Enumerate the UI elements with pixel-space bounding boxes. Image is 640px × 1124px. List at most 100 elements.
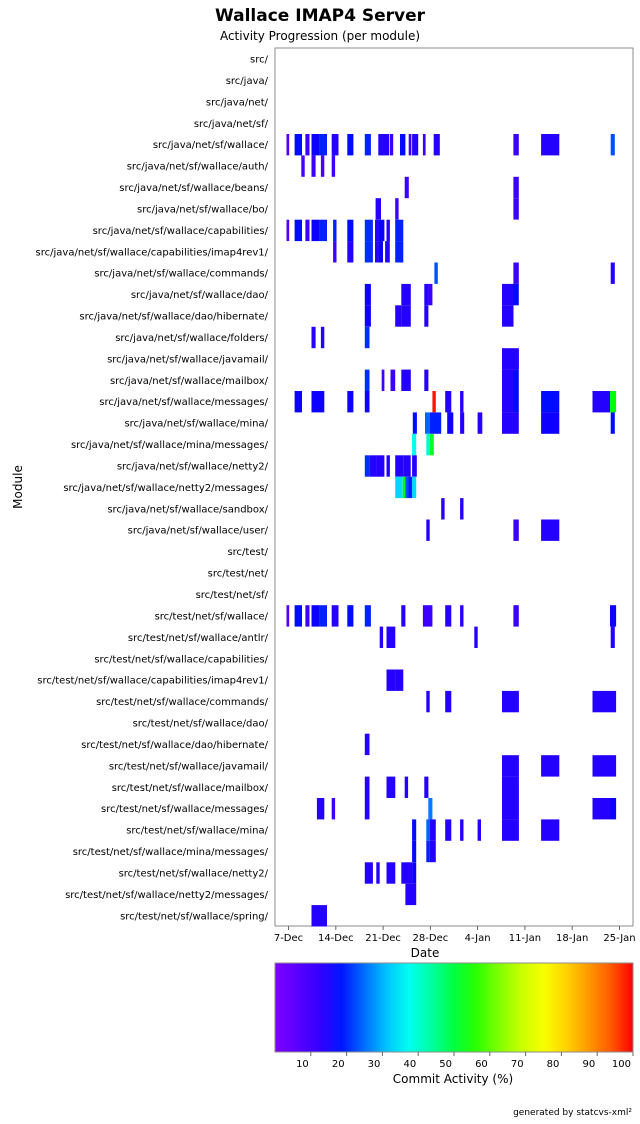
- activity-cell: [395, 219, 404, 242]
- module-label: src/java/net/sf/wallace/mailbox/: [110, 376, 269, 387]
- activity-cell: [401, 862, 413, 884]
- activity-cell: [610, 262, 615, 284]
- module-label: src/test/net/sf/wallace/capabilities/ima…: [37, 676, 268, 687]
- activity-cell: [386, 455, 390, 477]
- activity-cell: [541, 819, 560, 841]
- activity-cell: [379, 626, 384, 648]
- colorbar: [274, 962, 634, 1053]
- activity-cell: [541, 755, 560, 777]
- activity-cell: [422, 605, 433, 627]
- module-label: src/java/net/sf/wallace/capabilities/ima…: [36, 247, 269, 258]
- activity-cell: [316, 798, 325, 820]
- module-label: src/test/net/sf/wallace/mailbox/: [112, 783, 269, 794]
- activity-cell: [395, 241, 404, 263]
- activity-cell: [364, 776, 370, 798]
- activity-cell: [412, 476, 417, 499]
- activity-cell: [386, 669, 396, 691]
- activity-cell: [424, 776, 429, 798]
- colorbar-tick-label: 50: [439, 1059, 452, 1070]
- activity-cell: [403, 455, 411, 477]
- module-label: src/test/net/sf/wallace/javamail/: [109, 761, 269, 772]
- activity-cell: [404, 176, 409, 199]
- chart-subtitle: Activity Progression (per module): [220, 29, 420, 43]
- activity-cell: [311, 391, 316, 413]
- activity-cell: [347, 391, 354, 413]
- activity-cell: [460, 412, 465, 434]
- activity-cell: [315, 391, 325, 413]
- module-label: src/test/net/sf/wallace/messages/: [101, 804, 269, 815]
- activity-cell: [408, 476, 413, 499]
- module-label: src/java/net/sf/wallace/user/: [128, 526, 269, 537]
- activity-cell: [426, 519, 430, 541]
- activity-cell: [286, 605, 290, 627]
- activity-cell: [386, 862, 396, 884]
- module-label: src/test/net/sf/wallace/mina/messages/: [73, 847, 269, 858]
- y-axis-title: Module: [11, 465, 25, 509]
- activity-cell: [447, 412, 454, 434]
- activity-cell: [364, 798, 370, 820]
- activity-cell: [513, 176, 519, 199]
- colorbar-tick-label: 90: [582, 1059, 595, 1070]
- activity-cell: [541, 391, 560, 413]
- activity-cell: [460, 498, 464, 520]
- activity-cell: [502, 755, 519, 777]
- colorbar-ticks: 10 20 30 40 50 60 70 80 90 100: [296, 1052, 634, 1070]
- activity-cell: [375, 241, 379, 263]
- module-label: src/test/net/sf/wallace/commands/: [96, 697, 269, 708]
- activity-cell: [610, 391, 617, 413]
- activity-cell: [502, 798, 519, 820]
- activity-cell: [381, 369, 385, 391]
- module-label: src/java/net/sf/wallace/auth/: [127, 162, 269, 173]
- activity-cell: [513, 391, 519, 413]
- activity-cell: [390, 369, 396, 391]
- activity-cell: [412, 862, 417, 884]
- activity-cell: [433, 134, 440, 156]
- activity-cell: [286, 134, 290, 156]
- module-label: src/java/net/sf/wallace/beans/: [119, 183, 268, 194]
- activity-cell: [311, 605, 320, 627]
- activity-cell: [311, 326, 316, 349]
- heatmap-cells: [286, 134, 617, 927]
- activity-cell: [395, 669, 404, 691]
- activity-cell: [412, 840, 417, 863]
- activity-cell: [460, 391, 464, 413]
- activity-cell: [502, 369, 514, 391]
- activity-cell: [502, 283, 514, 306]
- activity-cell: [513, 198, 519, 220]
- module-label: src/test/net/sf/wallace/dao/hibernate/: [81, 740, 268, 751]
- activity-cell: [376, 455, 385, 477]
- activity-cell: [502, 690, 519, 713]
- activity-cell: [513, 519, 519, 541]
- x-tick-label: 21-Dec: [365, 933, 401, 944]
- activity-cell: [513, 134, 519, 156]
- activity-cell: [320, 326, 325, 349]
- activity-cell: [428, 798, 433, 820]
- activity-cell: [331, 134, 339, 156]
- activity-cell: [375, 219, 379, 242]
- activity-cell: [386, 219, 390, 242]
- module-label: src/java/net/sf/wallace/sandbox/: [107, 504, 268, 515]
- activity-cell: [369, 455, 377, 477]
- module-label: src/java/net/: [206, 97, 269, 108]
- activity-cell: [319, 605, 327, 627]
- activity-cell: [378, 134, 390, 156]
- activity-cell: [401, 305, 411, 327]
- activity-cell: [333, 241, 337, 263]
- activity-cell: [301, 155, 305, 177]
- activity-cell: [429, 840, 436, 863]
- activity-cell: [513, 605, 519, 627]
- module-label: src/test/net/sf/wallace/netty2/: [119, 869, 269, 880]
- colorbar-tick-label: 100: [612, 1059, 631, 1070]
- activity-cell: [412, 134, 419, 156]
- activity-cell: [460, 819, 464, 841]
- activity-cell: [286, 219, 290, 242]
- activity-cell: [412, 433, 417, 456]
- module-label: src/test/net/sf/wallace/dao/: [133, 719, 269, 730]
- activity-cell: [347, 219, 354, 242]
- x-tick-label: 18-Jan: [556, 933, 588, 944]
- activity-cell: [311, 219, 320, 242]
- activity-cell: [386, 626, 396, 648]
- activity-cell: [319, 219, 327, 242]
- activity-cell: [513, 283, 519, 306]
